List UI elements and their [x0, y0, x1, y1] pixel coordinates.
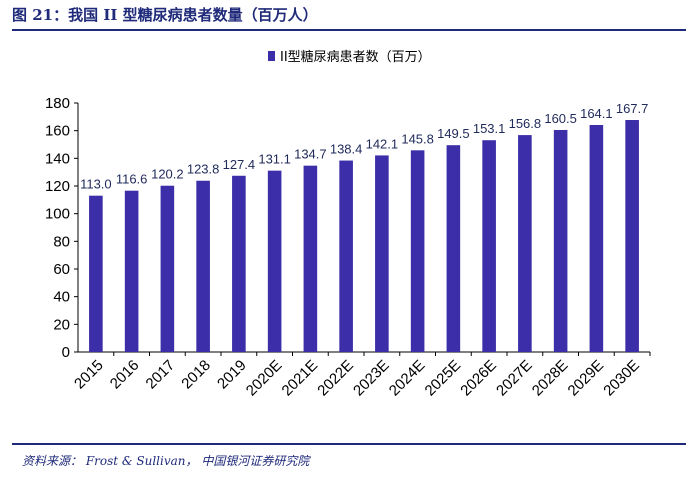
bottom-rule [12, 443, 686, 445]
bar-chart: II型糖尿病患者数（百万） 0 20 40 60 80 100 120 140 160 180 11… [45, 49, 651, 400]
legend-swatch [268, 51, 275, 61]
bar [589, 124, 604, 353]
legend-label: II型糖尿病患者数（百万） [280, 49, 431, 65]
x-tick-label: 2015 [71, 357, 107, 393]
y-tick-label: 40 [53, 289, 70, 306]
x-tick-label: 2018 [178, 357, 214, 393]
bar [267, 170, 282, 352]
data-label: 160.5 [544, 111, 577, 126]
data-label: 138.4 [330, 142, 363, 157]
data-label: 134.7 [294, 147, 327, 162]
data-label: 127.4 [223, 157, 256, 172]
y-tick-label: 60 [53, 261, 70, 278]
y-tick-label: 140 [45, 150, 70, 167]
bar [518, 135, 532, 352]
y-tick-label: 0 [62, 344, 70, 361]
data-label: 145.8 [401, 131, 434, 146]
data-label: 123.8 [187, 162, 220, 177]
y-tick-label: 80 [53, 233, 70, 250]
bar [482, 140, 496, 352]
data-label: 142.1 [366, 136, 399, 151]
bar [339, 160, 353, 352]
data-label: 156.8 [509, 116, 542, 131]
x-tick-label: 2029E [565, 357, 608, 400]
data-label: 116.6 [116, 172, 148, 187]
x-tick-label: 2028E [529, 357, 572, 400]
x-tick-label: 2022E [314, 357, 357, 400]
x-tick-label: 2020E [243, 357, 286, 400]
x-tick-label: 2030E [600, 357, 643, 400]
bar [89, 195, 103, 352]
plot-area: 0 20 40 60 80 100 120 140 160 180 113.0 2015 116.6 20… [45, 95, 651, 400]
top-rule [12, 29, 686, 31]
data-label: 131.1 [258, 152, 291, 167]
x-tick-label: 2023E [350, 357, 393, 400]
x-tick-label: 2027E [493, 357, 536, 400]
bar [160, 185, 175, 352]
x-tick-label: 2026E [457, 357, 500, 400]
data-label: 153.1 [473, 121, 506, 136]
x-tick-label: 2016 [107, 357, 143, 393]
bar [124, 190, 139, 352]
data-label: 167.7 [616, 101, 649, 116]
figure-title: 图 21：我国 II 型糖尿病患者数量（百万人） [12, 6, 318, 24]
y-tick-label: 100 [45, 206, 70, 223]
bar [375, 155, 389, 352]
y-tick-label: 20 [53, 316, 70, 333]
source-note: 资料来源： Frost & Sullivan， 中国银河证券研究院 [22, 454, 310, 468]
data-label: 120.2 [151, 167, 184, 182]
x-tick-label: 2025E [422, 357, 465, 400]
x-tick-label: 2021E [279, 357, 322, 400]
data-label: 149.5 [437, 126, 470, 141]
bar [303, 165, 318, 352]
bar [410, 150, 425, 352]
x-tick-label: 2017 [143, 357, 179, 393]
bar [196, 180, 210, 352]
bar [446, 145, 461, 352]
data-label: 113.0 [80, 177, 112, 192]
x-tick-label: 2024E [386, 357, 429, 400]
bar [625, 120, 639, 352]
y-tick-label: 120 [45, 178, 70, 195]
y-tick-label: 180 [45, 95, 70, 112]
data-label: 164.1 [580, 106, 613, 121]
bar [553, 129, 568, 352]
chart-legend: II型糖尿病患者数（百万） [268, 49, 431, 65]
bar [232, 175, 246, 352]
y-tick-label: 160 [45, 123, 70, 140]
